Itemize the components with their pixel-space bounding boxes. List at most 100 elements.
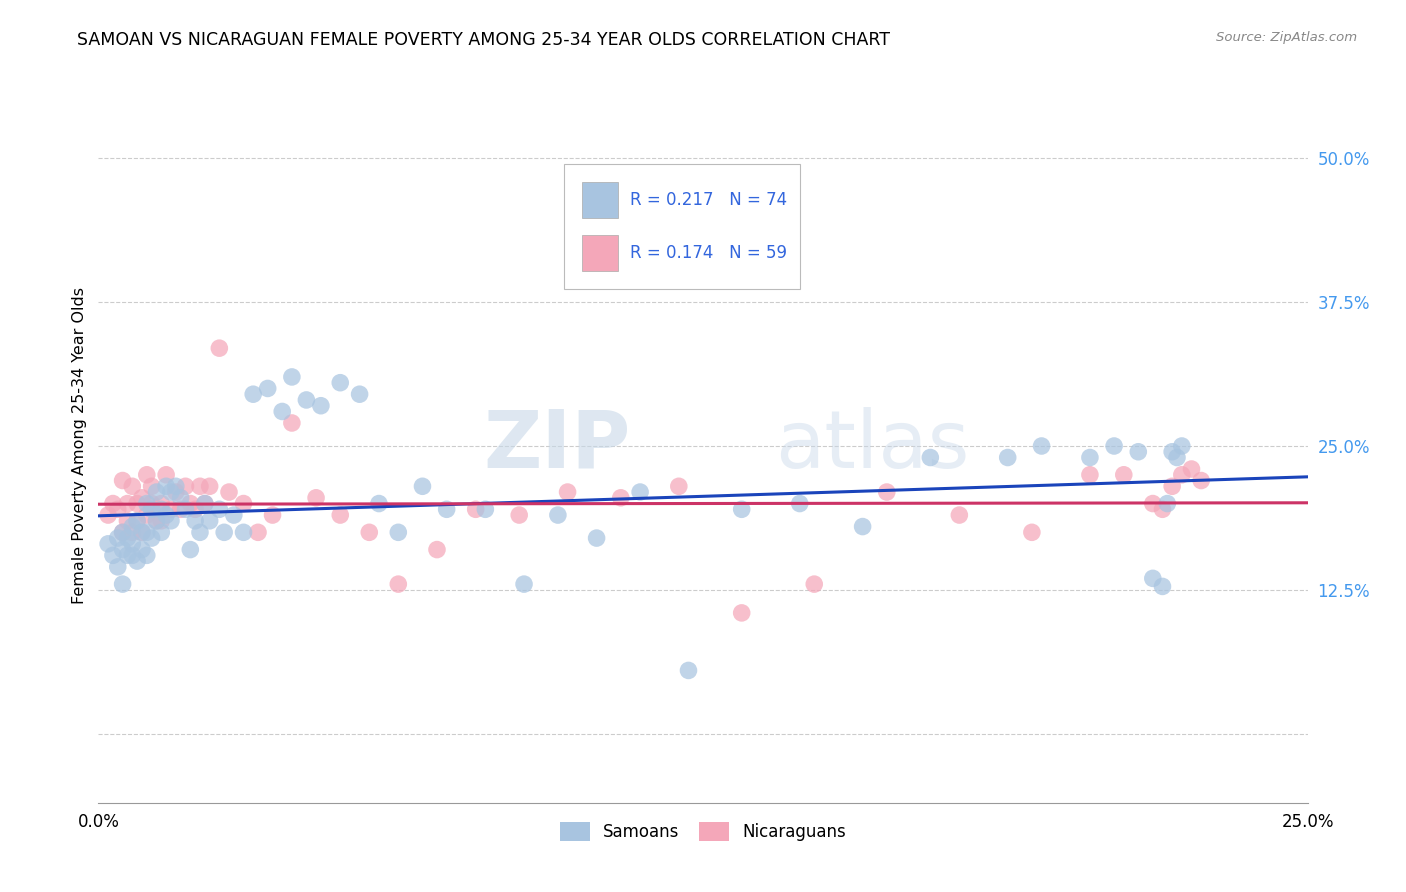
Point [1142,571,1164,585]
Point [131,491,153,505]
Point [107,531,129,545]
Point [135,497,157,511]
Point [179,542,201,557]
Point [121,479,143,493]
Text: SAMOAN VS NICARAGUAN FEMALE POVERTY AMONG 25-34 YEAR OLDS CORRELATION CHART: SAMOAN VS NICARAGUAN FEMALE POVERTY AMON… [77,31,890,49]
Point [329,508,352,522]
Point [121,549,143,563]
Point [1112,467,1135,482]
Point [436,502,458,516]
Point [262,508,284,522]
Point [184,514,207,528]
Point [150,525,173,540]
Point [1180,462,1202,476]
Point [160,502,183,516]
Point [141,531,163,545]
Point [1156,497,1178,511]
Point [557,485,579,500]
Point [281,370,304,384]
Point [803,577,825,591]
Point [135,467,157,482]
Point [165,479,187,493]
Point [349,387,371,401]
Point [668,479,690,493]
Text: R = 0.174   N = 59: R = 0.174 N = 59 [630,244,787,262]
Point [155,508,177,522]
Point [145,485,167,500]
Bar [582,182,619,218]
Point [1152,502,1174,516]
Point [107,559,129,574]
FancyBboxPatch shape [564,164,800,289]
Point [208,341,231,355]
Point [127,554,149,568]
Point [101,549,124,563]
Point [731,606,754,620]
Point [271,404,294,418]
Text: ZIP: ZIP [484,407,630,485]
Point [174,502,197,516]
Point [188,525,211,540]
Point [1128,444,1150,458]
Point [678,664,700,678]
Point [111,474,134,488]
Point [131,525,153,540]
Point [208,502,231,516]
Point [174,479,197,493]
Point [232,497,254,511]
Point [948,508,970,522]
Point [997,450,1019,465]
Point [1161,479,1184,493]
Point [1078,467,1101,482]
Point [387,525,409,540]
Point [1142,497,1164,511]
Point [135,549,157,563]
Point [198,514,221,528]
Legend: Samoans, Nicaraguans: Samoans, Nicaraguans [553,815,853,848]
Point [141,479,163,493]
Point [141,502,163,516]
Point [513,577,536,591]
Point [232,525,254,540]
Point [165,485,187,500]
Point [212,525,235,540]
Point [1166,450,1188,465]
Point [789,497,811,511]
Point [464,502,486,516]
Point [169,502,191,516]
Point [135,525,157,540]
Point [121,525,143,540]
Point [329,376,352,390]
Text: R = 0.217   N = 74: R = 0.217 N = 74 [630,191,787,209]
Point [305,491,328,505]
Point [242,387,264,401]
Point [1152,579,1174,593]
Point [117,514,139,528]
Point [1102,439,1125,453]
Point [117,549,139,563]
Point [852,519,875,533]
Point [131,525,153,540]
Point [121,519,143,533]
Point [184,502,207,516]
Point [97,508,120,522]
Point [628,485,651,500]
Point [160,514,183,528]
Point [359,525,381,540]
Point [508,508,530,522]
Point [387,577,409,591]
Point [179,497,201,511]
Point [127,497,149,511]
Point [411,479,433,493]
Point [256,381,278,395]
Point [101,497,124,511]
Point [426,542,449,557]
Point [1031,439,1053,453]
Point [141,497,163,511]
Point [155,467,177,482]
Point [97,537,120,551]
Point [127,514,149,528]
Point [1161,444,1184,458]
Point [194,497,217,511]
Point [135,508,157,522]
